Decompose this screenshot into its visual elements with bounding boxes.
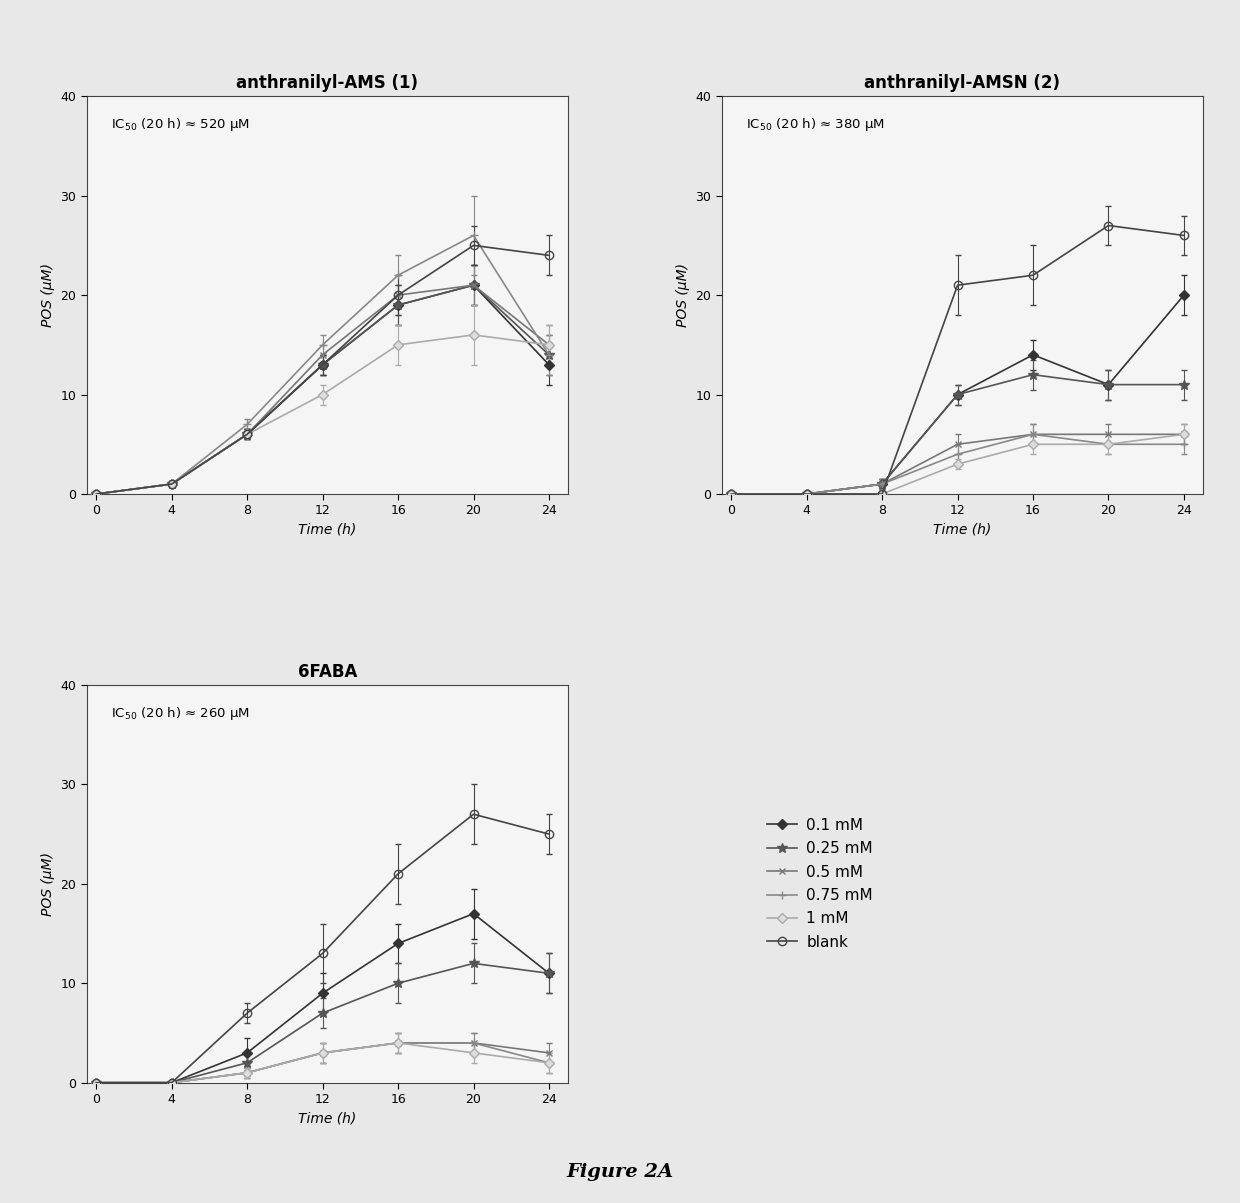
Y-axis label: POS (μM): POS (μM) xyxy=(41,263,55,327)
Title: 6FABA: 6FABA xyxy=(298,663,357,681)
Legend: 0.1 mM, 0.25 mM, 0.5 mM, 0.75 mM, 1 mM, blank: 0.1 mM, 0.25 mM, 0.5 mM, 0.75 mM, 1 mM, … xyxy=(766,818,873,950)
Y-axis label: POS (μM): POS (μM) xyxy=(41,852,55,915)
Text: IC$_{50}$ (20 h) ≈ 260 μM: IC$_{50}$ (20 h) ≈ 260 μM xyxy=(110,705,250,722)
Title: anthranilyl-AMSN (2): anthranilyl-AMSN (2) xyxy=(864,73,1060,91)
X-axis label: Time (h): Time (h) xyxy=(298,1112,356,1126)
Title: anthranilyl-AMS (1): anthranilyl-AMS (1) xyxy=(237,73,418,91)
Text: Figure 2A: Figure 2A xyxy=(567,1162,673,1180)
Text: IC$_{50}$ (20 h) ≈ 520 μM: IC$_{50}$ (20 h) ≈ 520 μM xyxy=(110,117,250,134)
X-axis label: Time (h): Time (h) xyxy=(934,523,992,537)
Text: IC$_{50}$ (20 h) ≈ 380 μM: IC$_{50}$ (20 h) ≈ 380 μM xyxy=(745,117,885,134)
X-axis label: Time (h): Time (h) xyxy=(298,523,356,537)
Y-axis label: POS (μM): POS (μM) xyxy=(676,263,689,327)
